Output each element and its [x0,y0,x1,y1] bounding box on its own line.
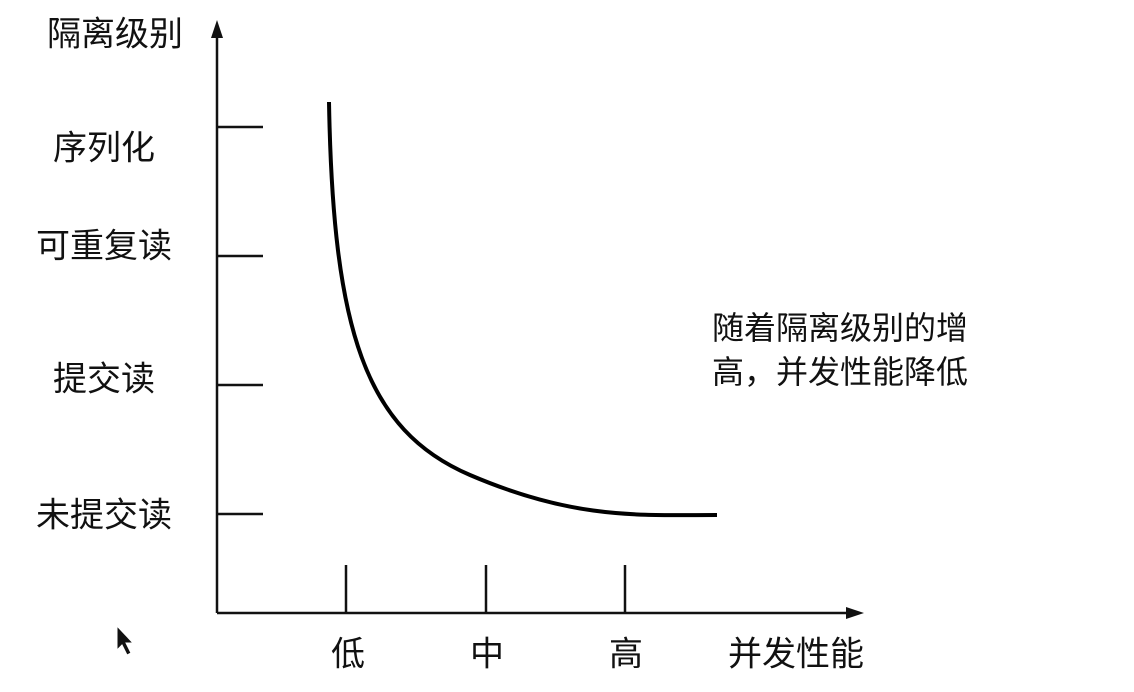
y-axis-label: 隔离级别 [47,15,183,55]
mouse-cursor [116,624,135,656]
x-level-label: 高 [609,635,643,675]
x-axis-label: 并发性能 [728,635,864,675]
y-axis-arrow [211,20,223,38]
annotation-line: 高，并发性能降低 [712,353,968,391]
y-level-label: 未提交读 [36,496,172,536]
x-axis-arrow [846,607,864,619]
y-level-label: 序列化 [53,129,155,169]
y-level-label: 提交读 [53,360,155,400]
x-level-label: 低 [331,635,365,675]
trend-curve [327,101,718,518]
x-level-label: 中 [470,635,504,675]
y-level-label: 可重复读 [36,227,172,267]
annotation-line: 随着隔离级别的增 [712,309,968,347]
